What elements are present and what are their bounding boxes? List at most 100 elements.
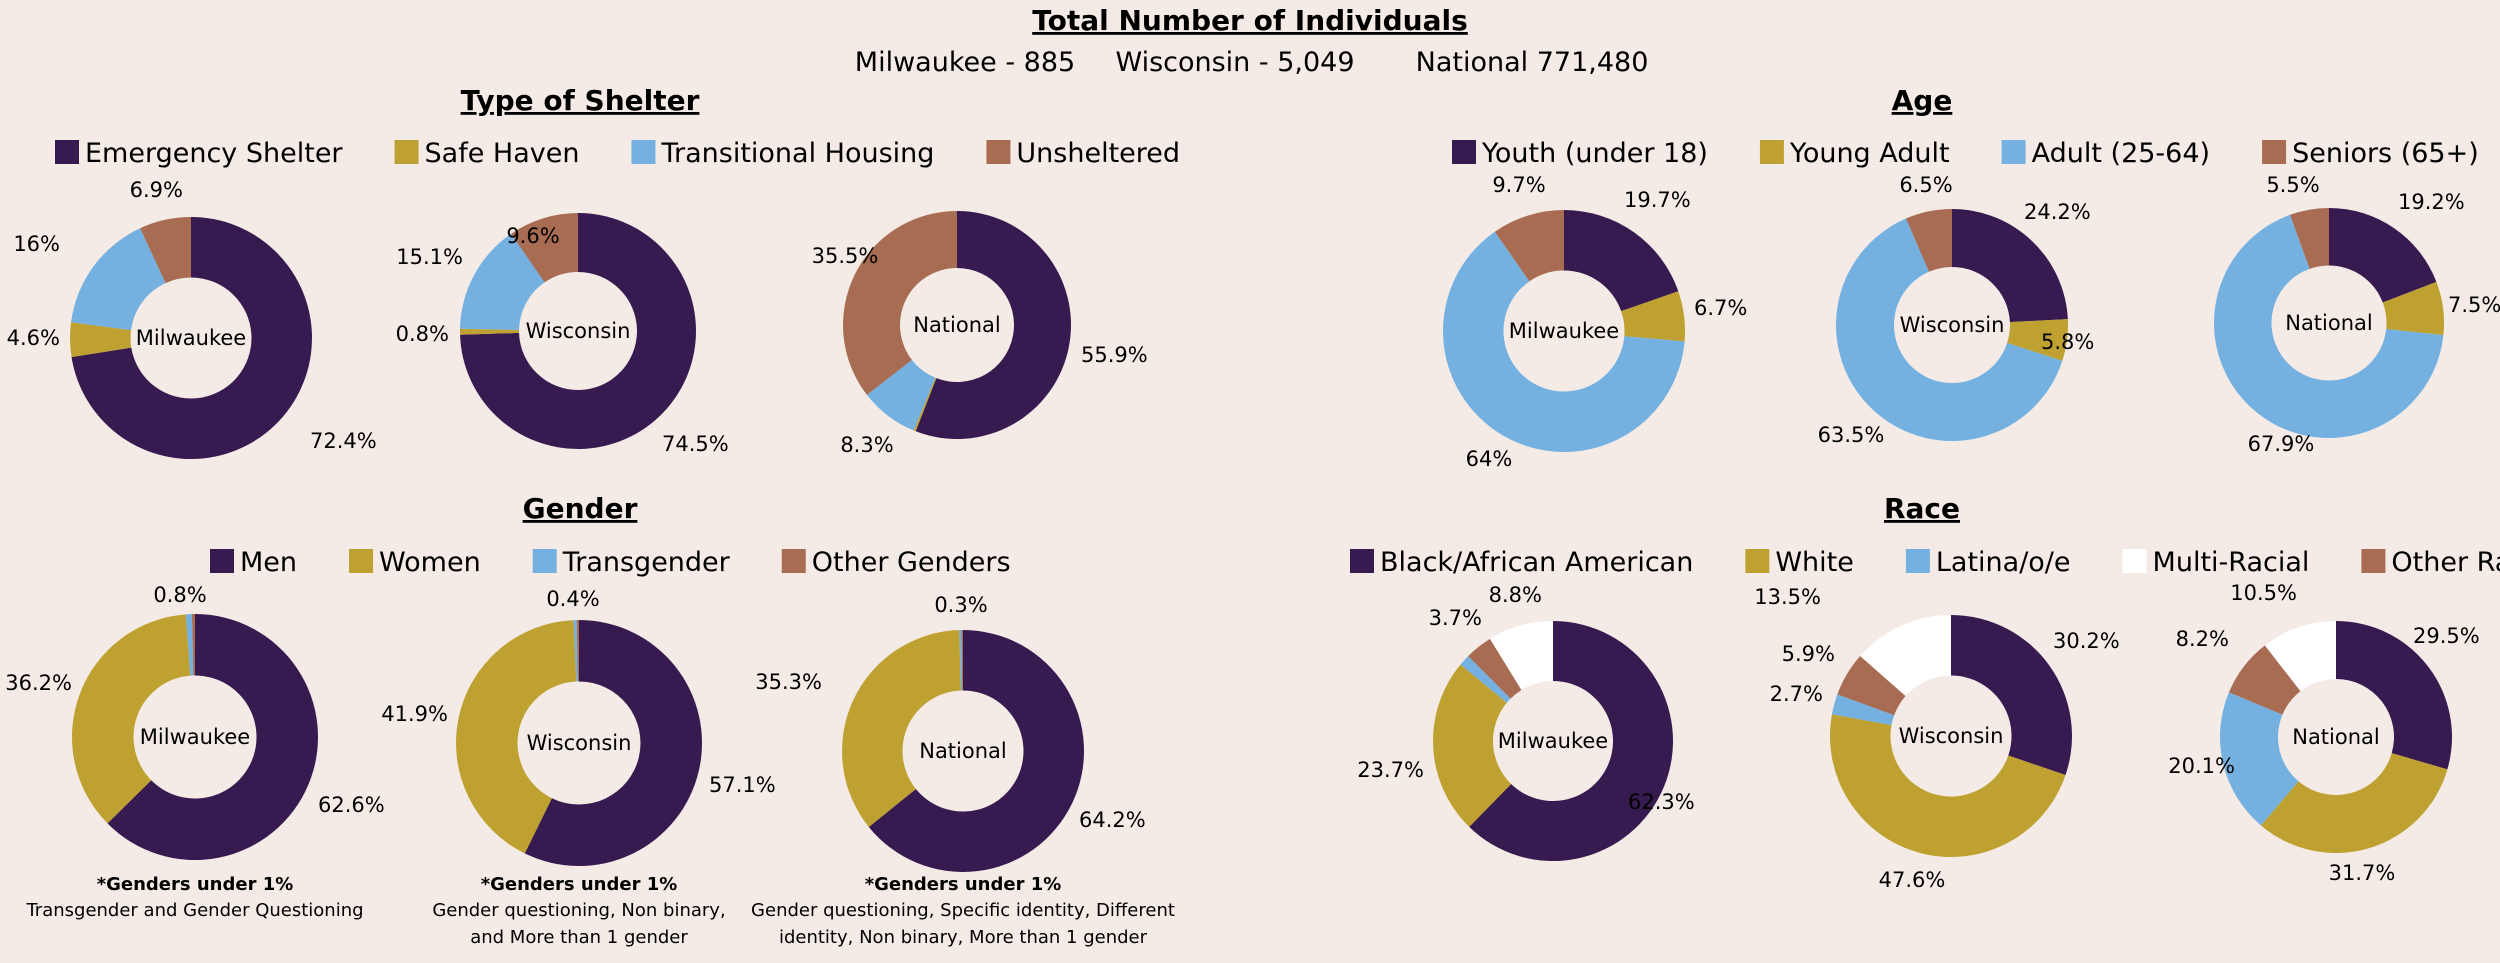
type-of-shelter-wisconsin-data-label-safe-haven: 0.8% [396,322,449,346]
age-national-data-label-young-adult: 7.5% [2448,293,2500,317]
gender-note-heading: *Genders under 1% [865,874,1062,895]
race-national-slice-latina-o-e [2219,692,2299,826]
main-title: Total Number of Individuals [1032,4,1468,37]
type-of-shelter-wisconsin-slice-transitional-housing [460,233,545,330]
gender-note-heading: *Genders under 1% [97,874,294,895]
race-national-data-label-latina-o-e: 20.1% [2168,754,2235,778]
gender-wisconsin-slice-transgender [573,620,578,682]
age-milwaukee-data-label-adult-25-64: 64% [1466,447,1513,471]
gender-donut-wisconsin: Wisconsin [456,620,703,867]
type-of-shelter-wisconsin-slice-safe-haven [460,328,520,335]
type-of-shelter-wisconsin-data-label-unsheltered: 9.6% [506,224,559,248]
race-national-data-label-white: 31.7% [2329,861,2396,885]
total-wisconsin: Wisconsin - 5,049 [1115,47,1354,78]
gender-legend-label: Other Genders [812,547,1011,578]
race-national-data-label-multi-racial: 10.5% [2230,581,2297,605]
gender-milwaukee-slice-men [107,614,318,860]
race-legend-label: White [1775,547,1854,578]
race-donut-milwaukee: Milwaukee [1433,621,1673,862]
gender-national-slice-men [868,630,1084,872]
race-milwaukee-slice-white [1433,664,1512,827]
race-legend-label: Black/African American [1380,547,1693,578]
type-of-shelter-milwaukee-data-label-transitional-housing: 16% [13,232,60,256]
gender-legend-item-transgender: Transgender [532,547,731,578]
race-wisconsin-slice-other-race [1837,656,1906,716]
age-wisconsin-slice-seniors-65 [1905,209,1952,272]
gender-legend-item-men: Men [210,547,297,578]
age-milwaukee-slice-seniors-65 [1494,210,1564,282]
race-legend-item-white: White [1745,547,1854,578]
age-national-data-label-youth-under-18: 19.2% [2398,190,2465,214]
race-wisconsin-data-label-other-race: 5.9% [1782,642,1835,666]
gender-wisconsin-slice-women [456,620,577,854]
race-legend-swatch [1905,549,1930,573]
gender-title: Gender [523,492,638,525]
age-wisconsin-data-label-adult-25-64: 63.5% [1818,423,1885,447]
gender-national-data-label-transgender: 0.3% [934,593,987,617]
age-title: Age [1892,84,1953,117]
gender-wisconsin-data-label-men: 57.1% [709,773,776,797]
type-of-shelter-legend-swatch [631,140,656,164]
total-national: National 771,480 [1416,47,1649,78]
age-national-slice-seniors-65 [2290,208,2329,269]
age-milwaukee-center-label: Milwaukee [1509,319,1619,343]
race-legend-swatch [1350,549,1374,573]
race-national-data-label-other-race: 8.2% [2176,627,2229,651]
type-of-shelter-legend-label: Emergency Shelter [85,138,343,169]
age-legend-label: Young Adult [1789,138,1950,169]
type-of-shelter-legend-swatch [55,140,79,164]
gender-wisconsin-data-label-transgender: 0.4% [546,587,599,611]
age-legend-swatch [1452,140,1476,164]
gender-milwaukee-slice-other-genders [191,614,195,676]
gender-wisconsin-slice-men [524,620,703,867]
race-wisconsin-data-label-black-african-american: 30.2% [2053,629,2120,653]
age-milwaukee-slice-adult-25-64 [1442,231,1685,452]
type-of-shelter-legend-label: Unsheltered [1016,138,1180,169]
age-legend-item-young-adult: Young Adult [1759,138,1950,169]
gender-national-slice-women [841,630,962,827]
gender-national-data-label-men: 64.2% [1079,808,1146,832]
race-milwaukee-slice-black-african-american [1469,621,1673,862]
gender-note-line: identity, Non binary, More than 1 gender [779,927,1148,948]
age-legend-swatch [2262,140,2287,164]
race-legend-label: Other Race [2391,547,2500,578]
race-wisconsin-center-label: Wisconsin [1899,724,2004,748]
type-of-shelter-wisconsin-data-label-transitional-housing: 15.1% [396,245,463,269]
age-wisconsin-slice-young-adult [2007,319,2068,361]
type-of-shelter-national-slice-safe-haven [913,377,937,432]
race-national-slice-black-african-american [2336,621,2452,770]
age-legend-swatch [2001,140,2026,164]
gender-milwaukee-slice-transgender [185,614,194,676]
race-milwaukee-data-label-other-race: 3.7% [1429,606,1482,630]
gender-national-slice-other-genders [961,629,963,691]
gender-legend-swatch [349,549,374,573]
type-of-shelter-title: Type of Shelter [461,84,700,117]
type-of-shelter-legend-item-transitional-housing: Transitional Housing [631,138,934,169]
race-national-center-label: National [2292,725,2380,749]
type-of-shelter-national-slice-emergency-shelter [915,211,1072,440]
gender-legend-label: Men [240,547,297,578]
type-of-shelter-milwaukee-data-label-safe-haven: 4.6% [7,326,60,350]
age-legend-label: Youth (under 18) [1481,138,1708,169]
type-of-shelter-national-slice-unsheltered [843,211,957,395]
age-milwaukee-data-label-young-adult: 6.7% [1694,296,1747,320]
race-legend-item-other-race: Other Race [2361,547,2500,578]
gender-national-data-label-women: 35.3% [755,670,822,694]
age-wisconsin-data-label-young-adult: 5.8% [2041,330,2094,354]
gender-note-line: and More than 1 gender [470,927,688,948]
race-national-slice-other-race [2228,645,2301,715]
type-of-shelter-legend-label: Transitional Housing [660,138,934,169]
donut-panels: Type of Shelter Emergency Shelter Safe Hav… [5,84,2500,948]
age-legend-label: Seniors (65+) [2292,138,2479,169]
race-milwaukee-data-label-multi-racial: 8.8% [1489,583,1542,607]
age-wisconsin-center-label: Wisconsin [1900,313,2005,337]
age-wisconsin-slice-youth-under-18 [1952,209,2068,323]
age-wisconsin-data-label-youth-under-18: 24.2% [2024,200,2091,224]
race-milwaukee-slice-multi-racial [1489,621,1553,690]
type-of-shelter-donut-wisconsin: Wisconsin [460,213,697,449]
race-national-slice-multi-racial [2264,621,2336,692]
age-donut-milwaukee: Milwaukee [1442,210,1685,452]
gender-legend-item-other-genders: Other Genders [781,547,1011,578]
gender-national-slice-transgender [959,630,963,691]
